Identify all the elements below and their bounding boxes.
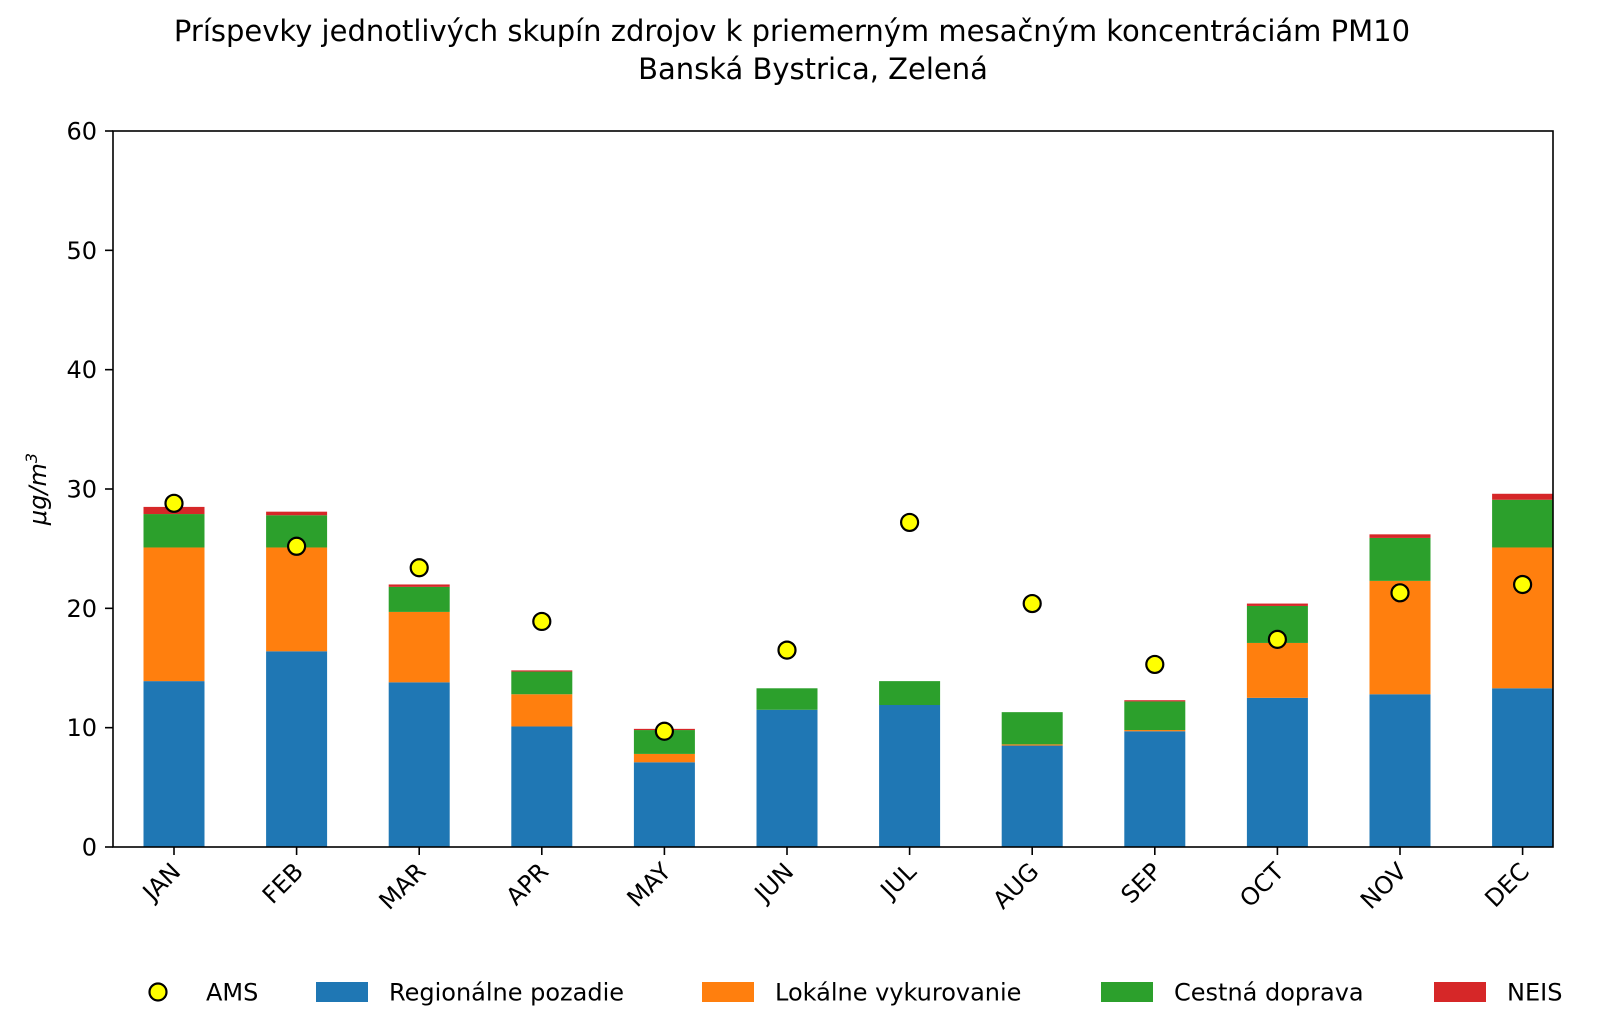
bar-mar-series-3 [388,584,450,587]
bar-may-series-1 [633,753,695,763]
bar-apr-series-2 [511,671,573,695]
x-tick-label-feb: FEB [257,857,309,909]
x-tick-label-apr: APR [501,857,554,910]
legend-marker-ams [148,982,168,1002]
bar-jan-series-0 [143,681,205,847]
ams-point-jun [777,640,797,660]
y-tick-label-30: 30 [66,476,97,504]
bar-jul-series-0 [879,704,941,847]
bar-jun-series-0 [756,709,818,847]
legend-swatch-series-2 [1101,982,1153,1002]
legend-swatch-series-1 [702,982,754,1002]
legend-swatch-series-3 [1434,982,1486,1002]
plot-frame [112,130,1554,848]
bar-apr-series-3 [511,670,573,672]
legend-label-series-3: NEIS [1507,979,1562,1007]
bar-jan-series-1 [143,547,205,682]
legend-label-ams: AMS [206,979,258,1007]
chart-title: Príspevky jednotlivých skupín zdrojov k … [173,14,1411,48]
x-tick-label-dec: DEC [1479,857,1534,912]
bar-sep-series-1 [1124,730,1186,732]
bar-sep-series-3 [1124,700,1186,702]
bar-sep-series-2 [1124,701,1186,731]
points-layer [164,493,1533,741]
bar-oct-series-0 [1246,697,1308,847]
ams-point-jan [164,493,184,513]
ams-point-dec [1512,574,1533,595]
y-tick-label-10: 10 [66,714,97,742]
legend-label-series-2: Cestná doprava [1174,979,1364,1007]
bar-dec-series-0 [1492,688,1554,847]
y-tick-label-0: 0 [82,834,97,862]
bar-aug-series-1 [1001,744,1063,746]
x-tick-label-sep: SEP [1116,857,1168,909]
y-tick-label-40: 40 [66,356,97,384]
bar-feb-series-1 [266,547,328,652]
x-tick-label-aug: AUG [987,857,1044,914]
x-tick-label-may: MAY [622,857,677,912]
ams-point-oct [1267,629,1288,649]
legend-swatch-series-0 [316,982,368,1002]
bar-jan-series-2 [143,514,205,548]
bar-mar-series-2 [388,586,450,612]
ams-point-mar [409,558,429,578]
x-tick-label-oct: OCT [1234,857,1290,913]
ams-point-jul [899,512,920,533]
ams-point-may [654,721,675,741]
y-axis: 0 10 20 30 40 50 60 [66,118,113,862]
bar-aug-series-0 [1001,745,1063,847]
bar-oct-series-3 [1246,603,1308,606]
ams-point-aug [1022,593,1042,614]
bar-oct-series-1 [1246,642,1308,698]
x-tick-label-mar: MAR [374,857,432,915]
y-tick-label-60: 60 [66,118,97,146]
ams-point-feb [287,536,307,556]
bar-may-series-0 [633,762,695,847]
bar-dec-series-2 [1492,499,1554,548]
ams-point-nov [1390,583,1410,603]
y-axis-label: μg/m3 [22,453,52,526]
x-tick-label-jun: JUN [748,857,799,908]
bar-feb-series-3 [266,511,328,516]
bar-aug-series-2 [1001,712,1063,745]
legend-label-series-1: Lokálne vykurovanie [775,979,1021,1007]
bar-nov-series-3 [1369,534,1431,538]
legend: AMS Regionálne pozadie Lokálne vykurovanie… [148,979,1562,1007]
bar-apr-series-1 [511,694,573,727]
bar-may-series-2 [633,730,695,754]
bar-feb-series-0 [266,651,328,847]
x-tick-label-jul: JUL [874,857,923,906]
bar-nov-series-0 [1369,694,1431,847]
ams-point-apr [532,611,552,632]
bar-jun-series-2 [756,688,818,710]
bars-layer [143,493,1554,847]
bar-jul-series-2 [879,681,941,705]
bar-mar-series-1 [388,611,450,683]
y-tick-label-50: 50 [66,237,97,265]
ams-point-sep [1145,654,1165,675]
x-tick-label-jan: JAN [136,857,186,907]
chart-subtitle: Banská Bystrica, Zelená [638,52,988,86]
bar-sep-series-0 [1124,731,1186,847]
bar-mar-series-0 [388,682,450,847]
bar-nov-series-2 [1369,537,1431,581]
legend-label-series-0: Regionálne pozadie [389,979,624,1007]
y-tick-label-20: 20 [66,595,97,623]
bar-apr-series-0 [511,726,573,847]
bar-dec-series-3 [1492,493,1554,500]
x-axis: JAN FEB MAR APR MAY JUN JUL AUG SEP OCT NOV DEC [136,847,1535,915]
x-tick-label-nov: NOV [1355,857,1413,915]
bar-dec-series-1 [1492,547,1554,689]
